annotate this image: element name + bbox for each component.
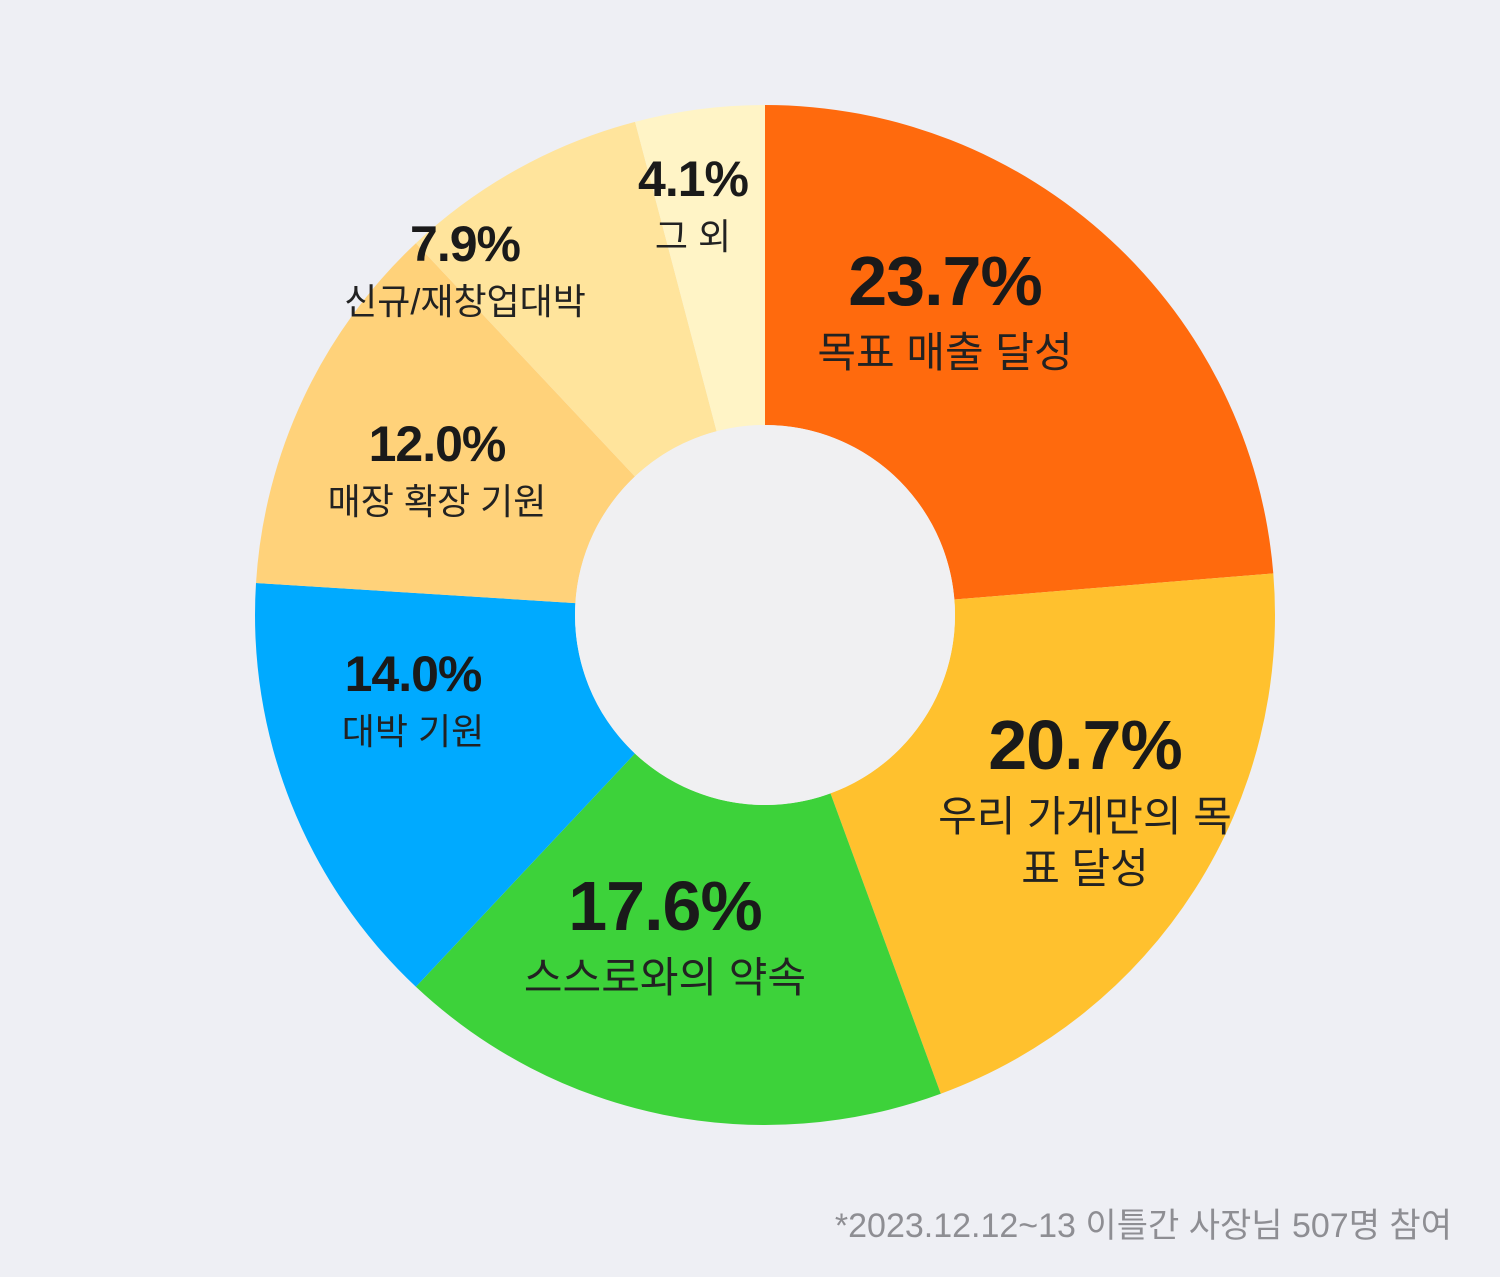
value-label: 4.1% [638,151,749,207]
value-label: 7.9% [410,216,521,272]
value-label: 14.0% [344,646,483,702]
donut-hole [575,425,955,805]
category-label: 대박 기원 [341,711,485,752]
donut-slice [255,582,635,987]
footnote: *2023.12.12~13 이틀간 사장님 507명 참여 [834,1207,1452,1245]
slice-label: 14.0% 대박 기원 [263,645,563,755]
category-label: 매장 확장 기원 [327,481,547,522]
donut-slice [415,753,941,1126]
slice-label: 4.1% 그 외 [613,150,773,260]
category-label: 그 외 [654,216,732,257]
donut-slice [635,105,765,432]
category-label: 우리 가게만의 목표 달성 [938,793,1232,892]
slice-label: 17.6% 스스로와의 약속 [465,866,865,1004]
value-label: 12.0% [368,416,507,472]
donut-slice [256,243,635,604]
value-label: 20.7% [988,706,1182,784]
category-label: 신규/재창업대박 [344,281,586,322]
donut-slice [830,573,1275,1094]
slice-label: 20.7% 우리 가게만의 목표 달성 [925,705,1245,895]
value-label: 23.7% [848,242,1042,320]
value-label: 17.6% [568,867,762,945]
category-label: 목표 매출 달성 [817,329,1073,376]
donut-slice [415,121,717,477]
category-label: 스스로와의 약속 [523,954,807,1001]
donut-slice [765,105,1274,600]
slice-label: 7.9% 신규/재창업대박 [305,215,625,325]
slice-label: 23.7% 목표 매출 달성 [765,241,1125,379]
slice-label: 12.0% 매장 확장 기원 [287,415,587,525]
